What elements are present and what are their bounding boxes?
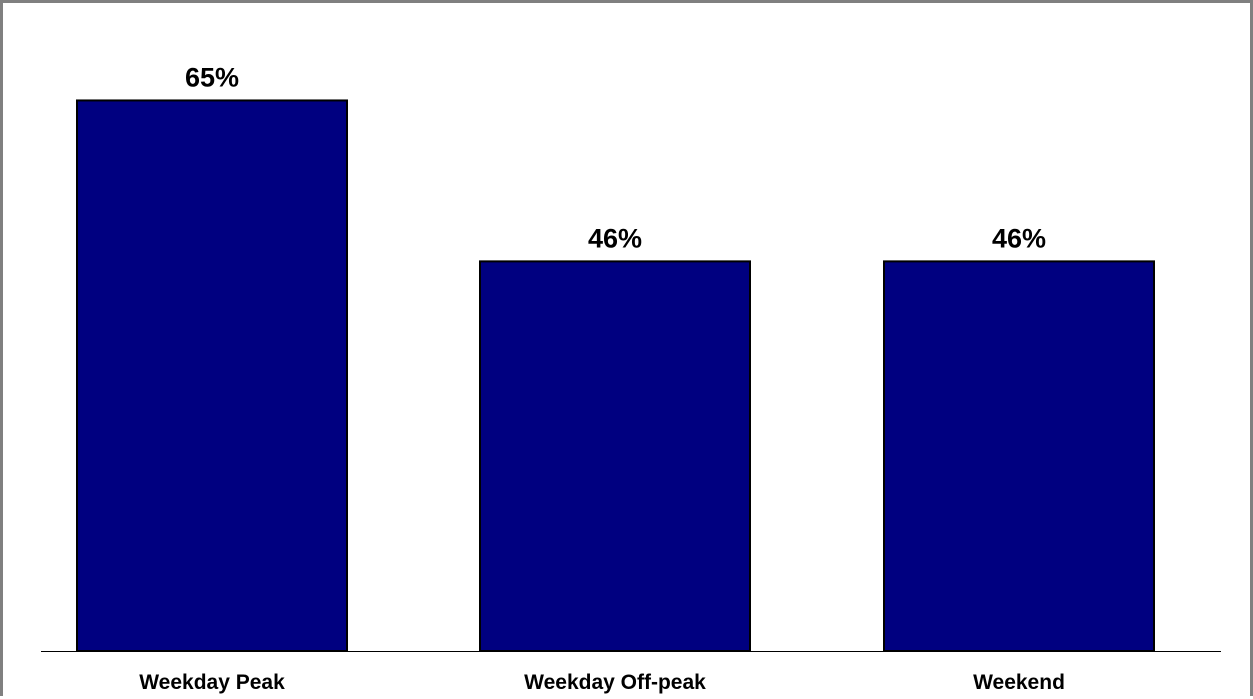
value-label-weekend: 46% [992, 223, 1046, 253]
bar-weekday-peak [76, 99, 348, 652]
bar-weekend [883, 260, 1155, 652]
value-labels-group: 65% 46% 46% [185, 62, 1046, 253]
bar-chart: 65%46% 46% Weekday Peak Weekday Off-peak We… [41, 62, 1221, 694]
bars-group [76, 99, 1155, 652]
category-label-weekday-peak: Weekday Peak [139, 671, 285, 694]
bar-weekday-off-peak [479, 260, 751, 652]
value-label-weekday-peak: 65% [185, 62, 239, 92]
value-label-weekday-off-peak: 46% [588, 223, 642, 253]
category-labels-group: Weekday Peak Weekday Off-peak Weekend [139, 671, 1065, 694]
category-label-weekday-off-peak: Weekday Off-peak [524, 671, 706, 694]
category-label-weekend: Weekend [973, 671, 1065, 694]
